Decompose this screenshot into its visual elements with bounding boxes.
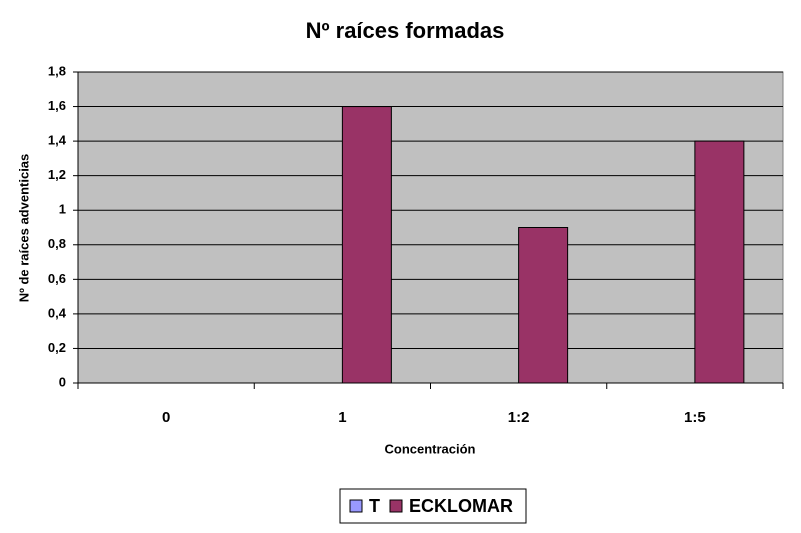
chart-title: Nº raíces formadas [306,18,505,43]
x-tick-label: 1:2 [508,409,530,426]
x-tick-label: 1:5 [684,409,706,426]
legend-label: ECKLOMAR [409,496,513,516]
legend-swatch [349,499,363,513]
y-tick-label: 0 [59,374,66,389]
x-axis-label: Concentración [384,441,475,456]
legend-swatch [389,499,403,513]
y-tick-label: 0,4 [48,305,67,320]
y-tick-label: 1,2 [48,167,66,182]
y-tick-label: 1 [59,202,66,217]
plot-area [77,71,784,384]
y-tick-label: 1,8 [48,63,66,78]
bar [518,227,569,384]
x-tick-label: 0 [162,409,170,426]
bar [694,140,745,384]
legend-label: T [369,496,380,516]
y-tick-label: 1,6 [48,98,66,113]
y-axis-label: Nº de raíces adventicias [16,154,31,303]
y-tick-label: 0,8 [48,236,66,251]
legend-box [339,488,527,524]
bar [341,106,392,384]
y-tick-label: 1,4 [48,133,67,148]
y-tick-label: 0,2 [48,340,66,355]
y-tick-label: 0,6 [48,271,66,286]
x-tick-label: 1 [338,409,346,426]
